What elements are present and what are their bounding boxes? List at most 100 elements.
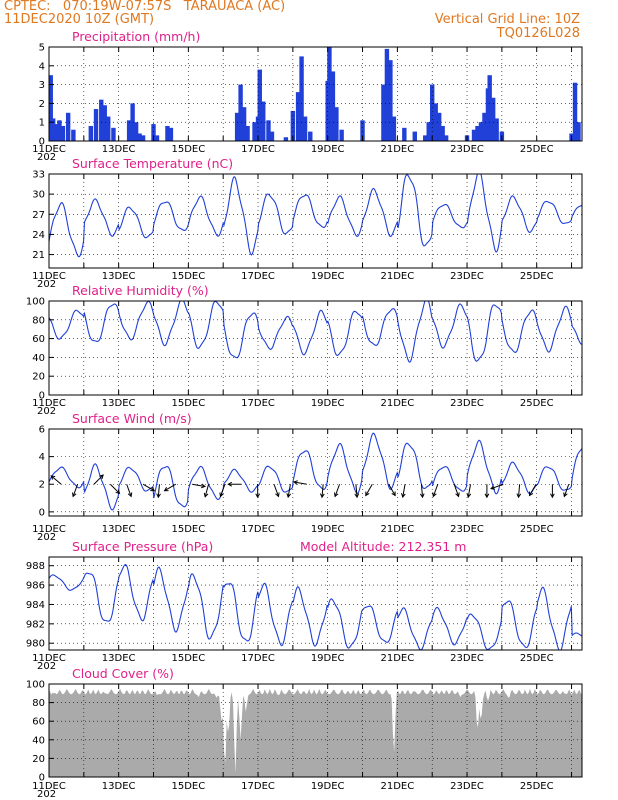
precip-bar	[57, 120, 62, 141]
precip-bar	[283, 137, 289, 141]
panel-0: Precipitation (mm/h) 0 1 2 3 4 5 11DEC 13DEC 15DE…	[32, 29, 583, 163]
x-tick-label: 19DEC	[311, 781, 345, 792]
x-tick-label: 13DEC	[102, 271, 136, 282]
y-tick-label: 20	[32, 372, 45, 383]
precip-bar	[430, 84, 435, 141]
x-tick-label: 17DEC	[241, 781, 275, 792]
wind-arrowhead	[319, 493, 325, 499]
panel-1: Surface Temperature (nC) 21 24 27 30 33 11DEC 1…	[32, 156, 583, 290]
y-tick-label: 20	[32, 754, 45, 765]
panel-frame	[48, 46, 583, 142]
header-line2: 11DEC2020 10Z (GMT)	[4, 12, 155, 27]
x-tick-label: 11DEC	[32, 781, 66, 792]
wind-vector	[192, 483, 206, 487]
precip-bar	[238, 84, 243, 141]
y-tick-label: 980	[26, 639, 45, 650]
y-tick-label: 6	[39, 425, 45, 436]
panel-frame	[48, 173, 583, 269]
model-code: TQ0126L028	[496, 26, 580, 41]
x-tick-label: 11DEC	[32, 398, 66, 409]
wind-vector	[142, 483, 155, 492]
precip-bar	[487, 75, 492, 141]
wind-arrowhead	[163, 487, 169, 492]
wind-vector	[72, 484, 79, 497]
wind-arrowhead	[219, 492, 224, 498]
precip-bar	[330, 71, 336, 141]
wind-vector	[50, 475, 62, 485]
panel-subtitle: Model Altitude: 212.351 m	[300, 539, 466, 554]
wind-arrowhead	[292, 480, 298, 485]
grid-note: Vertical Grid Line: 10Z	[434, 12, 580, 27]
x-tick-label: 23DEC	[450, 271, 484, 282]
wind-vector	[355, 484, 358, 498]
y-tick-label: 0	[39, 773, 45, 784]
header-line1: CPTEC: 070:19W-07:57S TARAUACA (AC)	[4, 0, 286, 14]
y-tick-label: 60	[32, 334, 45, 345]
x-tick-label: 19DEC	[311, 144, 345, 155]
precip-bar	[327, 47, 332, 141]
wind-vector	[563, 484, 570, 497]
panel-5: Cloud Cover (%) 0 20 40 60 80 100 11DEC 13DEC 15D…	[26, 666, 583, 800]
wind-arrowhead	[401, 493, 406, 499]
x-tick-label: 11DEC	[32, 653, 66, 664]
wind-vector	[321, 484, 324, 498]
precip-bar	[99, 99, 104, 141]
y-tick-label: 2	[39, 480, 45, 491]
wind-arrowhead	[432, 492, 437, 498]
x-tick-label: 17DEC	[241, 144, 275, 155]
plot-area	[49, 563, 582, 650]
panel-3: Surface Wind (m/s) 0 2 4 6 11DEC 13DEC 15DEC 17D…	[32, 411, 583, 543]
precip-bar	[50, 118, 56, 141]
y-tick-label: 0	[39, 391, 45, 402]
panel-4: Surface Pressure (hPa) Model Altitude: 21…	[26, 539, 583, 672]
panel-title: Precipitation (mm/h)	[72, 29, 200, 44]
precip-bar	[381, 84, 386, 141]
x-tick-label: 23DEC	[450, 144, 484, 155]
panel-title: Cloud Cover (%)	[72, 666, 174, 681]
precip-bar	[339, 129, 344, 141]
x-tick-label: 15DEC	[171, 144, 205, 155]
wind-vector	[164, 483, 177, 492]
plot-area	[49, 432, 582, 511]
precip-bar	[478, 122, 484, 141]
wind-vector	[388, 483, 396, 496]
precip-bar	[88, 125, 94, 141]
series-line	[49, 174, 582, 258]
y-tick-label: 27	[32, 210, 45, 221]
wind-arrowhead	[466, 493, 472, 499]
year-fragment: 202	[37, 279, 56, 290]
wind-arrowhead	[455, 492, 460, 498]
y-tick-label: 2	[39, 99, 45, 110]
x-tick-label: 23DEC	[450, 781, 484, 792]
y-tick-label: 80	[32, 315, 45, 326]
x-tick-label: 21DEC	[380, 781, 414, 792]
panel-title: Surface Temperature (nC)	[72, 156, 233, 171]
precip-bar	[111, 127, 116, 141]
wind-arrowhead	[201, 483, 207, 489]
precip-bar	[388, 60, 393, 141]
wind-arrowhead	[528, 491, 534, 497]
wind-vector	[334, 484, 341, 497]
plot-area	[49, 174, 582, 258]
series-line	[49, 432, 582, 511]
precip-bar	[308, 131, 313, 141]
x-tick-label: 25DEC	[520, 144, 554, 155]
y-tick-label: 30	[32, 190, 45, 201]
y-tick-label: 33	[32, 170, 45, 181]
x-tick-label: 21DEC	[380, 653, 414, 664]
wind-arrowhead	[563, 492, 568, 498]
x-tick-label: 19DEC	[311, 524, 345, 535]
precip-bar	[334, 107, 339, 141]
y-tick-label: 40	[32, 735, 45, 746]
wind-arrowhead	[50, 475, 56, 480]
precip-bar	[130, 103, 135, 141]
x-tick-label: 23DEC	[450, 653, 484, 664]
y-tick-label: 988	[26, 561, 45, 572]
precip-bar	[154, 135, 160, 141]
x-tick-label: 25DEC	[520, 271, 554, 282]
plot-area	[49, 688, 582, 777]
precip-bar	[252, 122, 257, 141]
x-tick-label: 25DEC	[520, 653, 554, 664]
x-tick-label: 13DEC	[102, 781, 136, 792]
